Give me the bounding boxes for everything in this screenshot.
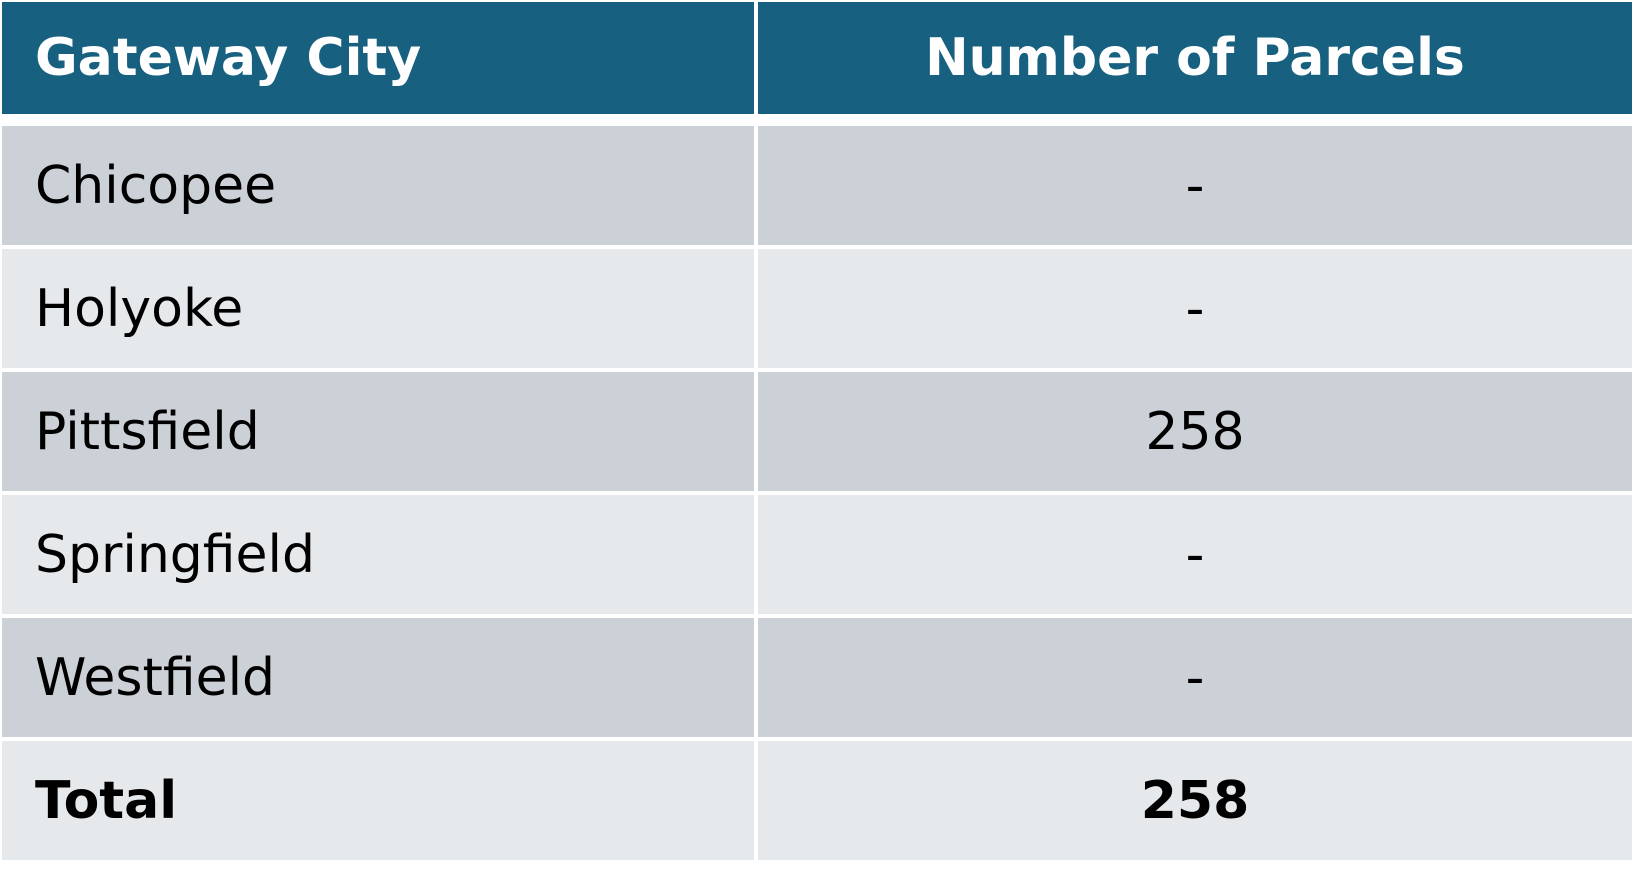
total-cell: 258 — [758, 741, 1632, 860]
total-cell: Total — [2, 741, 754, 860]
header-cell: Number of Parcels — [758, 2, 1632, 114]
table-cell: - — [758, 249, 1632, 368]
table-cell: Pittsfield — [2, 372, 754, 491]
table-cell: Holyoke — [2, 249, 754, 368]
table: Gateway City Number of Parcels Chicopee - Ho… — [2, 2, 1632, 860]
header-cell: Gateway City — [2, 2, 754, 114]
table-cell: - — [758, 126, 1632, 245]
table-cell: - — [758, 618, 1632, 737]
table-cell: Springfield — [2, 495, 754, 614]
table-cell: Westfield — [2, 618, 754, 737]
table-cell: 258 — [758, 372, 1632, 491]
table-cell: - — [758, 495, 1632, 614]
table-cell: Chicopee — [2, 126, 754, 245]
